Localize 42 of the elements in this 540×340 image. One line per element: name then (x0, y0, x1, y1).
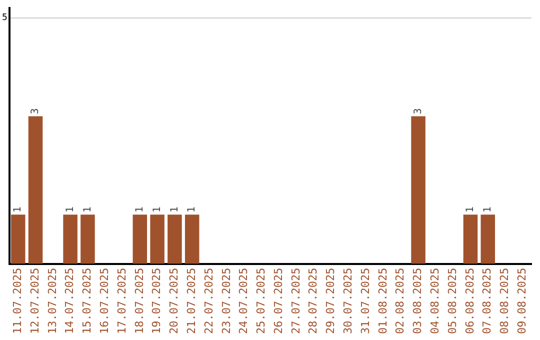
x-tick-label: 19.07.2025 (150, 268, 164, 334)
x-tick-label: 21.07.2025 (184, 268, 198, 334)
x-tick-label: 12.07.2025 (28, 268, 42, 334)
x-tick-label: 23.07.2025 (220, 268, 233, 334)
x-tick-label: 29.07.2025 (324, 268, 338, 334)
x-tick-label: 04.08.2025 (428, 268, 442, 334)
x-tick-label: 20.07.2025 (168, 268, 181, 334)
data-label: 1 (186, 206, 198, 213)
x-tick-label: 01.08.2025 (376, 268, 390, 334)
x-tick-label: 09.08.2025 (516, 268, 529, 334)
y-tick-label: 5 (2, 13, 8, 24)
x-tick-label: 28.07.2025 (306, 268, 320, 334)
x-tick-label: 31.07.2025 (358, 268, 372, 334)
x-tick-label: 03.08.2025 (411, 268, 424, 334)
data-label: 1 (82, 206, 94, 213)
data-label: 3 (30, 108, 42, 114)
x-tick-label: 26.07.2025 (272, 268, 285, 334)
data-label: 1 (169, 206, 180, 213)
x-tick-label: 18.07.2025 (132, 268, 146, 334)
x-tick-label: 07.08.2025 (480, 268, 494, 334)
x-tick-label: 27.07.2025 (289, 268, 302, 334)
x-tick-label: 30.07.2025 (342, 268, 355, 334)
x-tick-label: 22.07.2025 (202, 268, 216, 334)
data-label: 1 (12, 206, 24, 213)
x-tick-label: 05.08.2025 (446, 268, 459, 334)
data-label: 1 (64, 206, 76, 213)
data-label: 1 (134, 206, 146, 213)
data-label: 1 (152, 206, 163, 213)
x-tick-label: 08.08.2025 (498, 268, 512, 334)
x-tick-label: 16.07.2025 (98, 268, 111, 334)
data-label: 1 (465, 206, 476, 213)
x-tick-label: 17.07.2025 (115, 268, 128, 334)
x-tick-label: 24.07.2025 (237, 268, 250, 334)
x-tick-label: 25.07.2025 (254, 268, 268, 334)
x-tick-label: 14.07.2025 (63, 268, 76, 334)
x-tick-label: 15.07.2025 (80, 268, 94, 334)
x-tick-label: 02.08.2025 (394, 268, 407, 334)
x-tick-label: 13.07.2025 (46, 268, 59, 334)
x-tick-label: 06.08.2025 (463, 268, 476, 334)
x-tick-label: 11.07.2025 (10, 268, 24, 334)
data-label: 3 (412, 108, 424, 114)
data-label: 1 (482, 206, 494, 213)
